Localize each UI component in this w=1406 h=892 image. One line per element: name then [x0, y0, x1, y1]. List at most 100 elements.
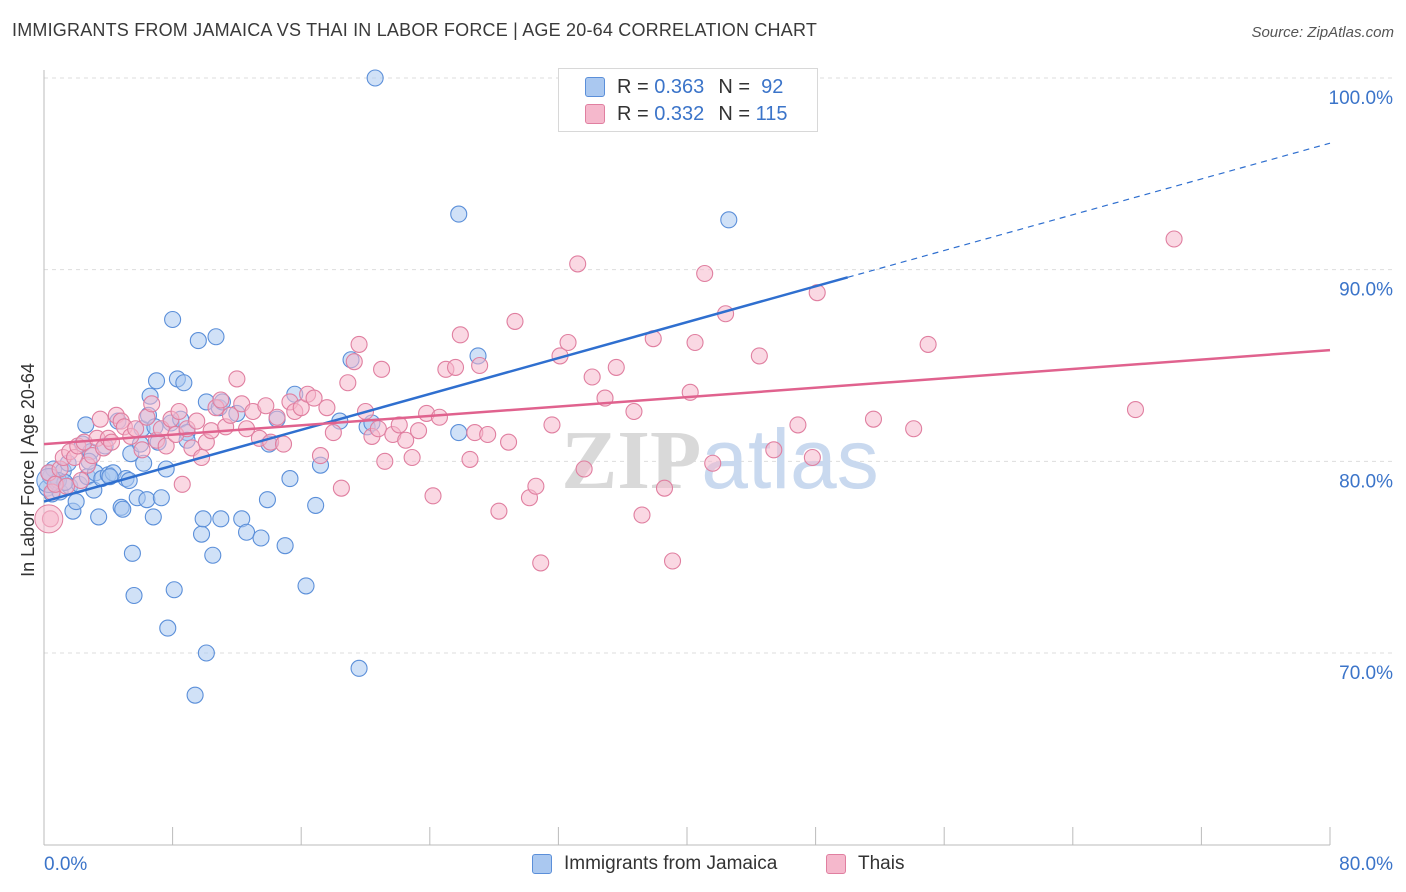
- jamaica-point: [366, 69, 384, 87]
- thai-point: [311, 447, 330, 465]
- thai-point: [369, 420, 387, 438]
- thai-point: [655, 479, 674, 497]
- thai-point: [143, 395, 161, 413]
- jamaica-point: [450, 424, 468, 442]
- jamaica-point: [212, 510, 230, 528]
- jamaica-point: [258, 491, 276, 509]
- jamaica-point: [147, 372, 166, 390]
- tick-labels: 70.0% 80.0% 90.0% 100.0% 0.0% 80.0%: [44, 88, 1393, 875]
- thai-point: [527, 477, 545, 495]
- thai-point: [173, 475, 191, 493]
- thai-point: [704, 454, 722, 472]
- thai-point: [506, 312, 524, 330]
- jamaica-point: [720, 211, 738, 229]
- thai-point: [409, 422, 428, 440]
- jamaica-point: [350, 659, 368, 677]
- thai-point: [583, 368, 601, 386]
- jamaica-n-value: 92: [761, 75, 784, 98]
- jamaica-point: [114, 500, 132, 518]
- chart-title: IMMIGRANTS FROM JAMAICA VS THAI IN LABOR…: [12, 20, 818, 40]
- thai-point: [569, 255, 587, 273]
- thai-point: [257, 397, 275, 415]
- thai-point: [532, 554, 550, 572]
- jamaica-point: [192, 525, 211, 543]
- thai-point: [633, 506, 651, 524]
- thai-point: [268, 408, 286, 426]
- n-label: N =: [718, 102, 750, 125]
- jamaica-r-value: 0.363: [654, 75, 705, 98]
- thai-point: [607, 358, 625, 376]
- thai-point: [696, 264, 714, 283]
- thai-point: [490, 502, 508, 520]
- thai-point: [221, 406, 240, 424]
- thai-point: [188, 412, 206, 430]
- jamaica-point: [207, 328, 225, 346]
- thai-point: [461, 450, 479, 468]
- jamaica-point: [307, 496, 325, 514]
- jamaica-point: [77, 416, 95, 434]
- jamaica-point: [125, 586, 143, 605]
- thai-point: [575, 460, 593, 478]
- thai-points: [34, 230, 1183, 572]
- thai-point: [789, 416, 807, 434]
- jamaica-legend-label: Immigrants from Jamaica: [564, 853, 778, 874]
- jamaica-point: [450, 205, 468, 223]
- thai-point: [919, 335, 937, 353]
- jamaica-point: [152, 489, 170, 507]
- y-tick-label: 100.0%: [1329, 88, 1394, 109]
- jamaica-point: [138, 491, 156, 509]
- jamaica-point: [252, 529, 270, 547]
- thai-point: [663, 552, 682, 570]
- thai-point: [72, 471, 90, 490]
- x-tick-label-max: 80.0%: [1339, 854, 1393, 875]
- thai-point: [471, 356, 489, 375]
- jamaica-point: [67, 493, 85, 511]
- legend-row-jamaica: R = 0.363 N = 92: [585, 76, 783, 98]
- thai-trend-line: [43, 348, 1331, 446]
- thai-point: [750, 347, 768, 365]
- jamaica-point: [165, 581, 183, 599]
- thai-point: [34, 504, 64, 534]
- r-label: R =: [617, 75, 649, 98]
- trend-lines: [43, 142, 1331, 503]
- source-label: Source: ZipAtlas.com: [1251, 24, 1394, 41]
- thai-swatch: [585, 104, 605, 124]
- y-axis-label: In Labor Force | Age 20-64: [18, 363, 38, 577]
- legend-item-thai: Thais: [826, 852, 904, 876]
- correlation-legend: R = 0.363 N = 92 R = 0.332 N = 115: [558, 68, 818, 132]
- thai-point: [57, 477, 76, 495]
- thai-point: [905, 420, 923, 438]
- thai-r-value: 0.332: [654, 102, 705, 125]
- watermark-zip: ZIP: [561, 414, 701, 507]
- jamaica-trend-extension: [847, 142, 1331, 278]
- x-tick-label-min: 0.0%: [44, 854, 87, 875]
- jamaica-swatch: [585, 77, 605, 97]
- thai-point: [803, 448, 821, 467]
- jamaica-point: [164, 310, 182, 329]
- thai-point: [376, 452, 394, 470]
- thai-point: [479, 425, 497, 444]
- thai-point: [339, 374, 357, 392]
- thai-point: [170, 402, 188, 421]
- jamaica-point: [90, 508, 108, 526]
- thai-point: [625, 402, 643, 421]
- r-label: R =: [617, 102, 649, 125]
- thai-n-value: 115: [755, 102, 788, 125]
- thai-point: [332, 479, 350, 497]
- jamaica-point: [175, 374, 193, 392]
- grid-lines: [44, 77, 1392, 654]
- thai-point: [157, 437, 175, 455]
- y-tick-label: 70.0%: [1339, 663, 1393, 684]
- thai-point: [397, 431, 415, 449]
- thai-point: [305, 389, 323, 407]
- jamaica-point: [204, 546, 222, 564]
- jamaica-point: [123, 544, 141, 562]
- thai-legend-label: Thais: [858, 853, 905, 874]
- thai-point: [430, 408, 448, 426]
- watermark: ZIPatlas: [561, 412, 878, 507]
- jamaica-legend-swatch: [532, 854, 552, 874]
- jamaica-point: [276, 537, 294, 555]
- thai-legend-swatch: [826, 854, 846, 874]
- thai-point: [350, 335, 368, 353]
